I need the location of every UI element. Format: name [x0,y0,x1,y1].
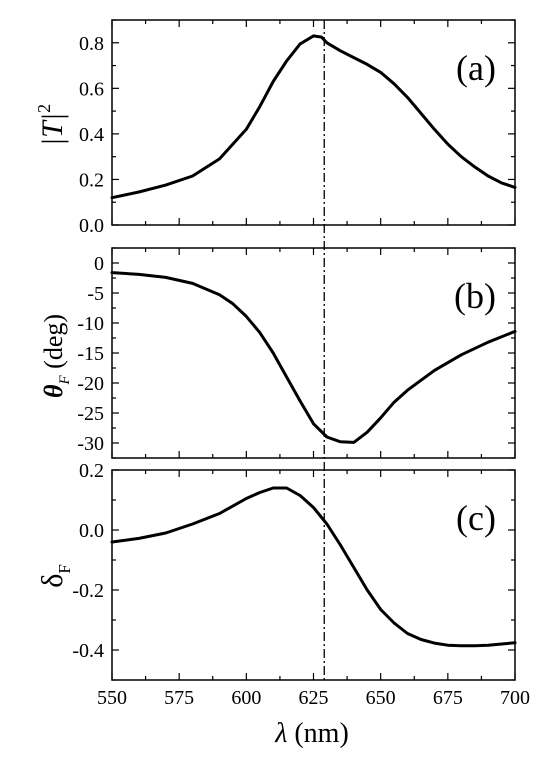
x-tick-label: 550 [97,687,127,709]
panel-c-y-tick-label: 0.0 [79,520,104,542]
panel-b: 0 -5 -10 -15 -20 -25 -30 (b) [77,247,517,459]
panel-c-tag: (c) [456,498,496,538]
x-tick-label: 575 [164,687,194,709]
panel-b-tag: (b) [454,276,496,316]
panel-b-curve [110,271,517,444]
panel-c-y-tick-label: 0.2 [79,460,104,482]
x-tick-label: 675 [433,687,463,709]
panel-a-curve [110,34,517,200]
panel-a-tag: (a) [456,48,496,88]
panel-a-y-tick-label: 0.8 [79,33,104,55]
panel-a-y-tick-label: 0.2 [79,169,104,191]
x-tick-label: 625 [299,687,329,709]
panel-a: 0.0 0.2 0.4 0.6 0.8 (a) [79,19,517,237]
panel-a-frame [111,19,516,226]
x-tick-label: 700 [500,687,530,709]
panel-b-y-tick-label: -25 [77,403,104,425]
panel-c-ylabel: δF [36,564,74,588]
panel-b-y-tick-label: -20 [77,373,104,395]
panel-c-frame [111,469,516,681]
panel-a-y-tick-label: 0.4 [79,124,104,146]
x-tick-label: 600 [231,687,261,709]
panel-b-y-tick-label: -10 [77,313,104,335]
labels: |T|2 θF (deg) δF λ (nm) [34,104,349,749]
panel-a-ylabel: |T|2 [34,104,69,146]
panel-b-y-tick-label: 0 [94,253,104,275]
panel-c-curve [110,486,517,648]
panel-b-y-tick-label: -30 [77,433,104,455]
panel-c: 0.2 0.0 -0.2 -0.4 550 575 600 625 650 675 700 (c) [72,460,530,709]
panel-b-ylabel: θF (deg) [39,314,73,398]
panel-b-y-tick-label: -15 [77,343,104,365]
panels: 0.00.20.40.60.8(a)0-5-10-15-20-25-30(b)0… [72,19,530,709]
panel-c-y-tick-label: -0.4 [72,640,104,662]
panel-b-y-tick-label: -5 [87,283,104,305]
panel-c-y-tick-label: -0.2 [72,580,104,602]
x-tick-label: 650 [366,687,396,709]
panel-a-y-tick-label: 0.0 [79,215,104,237]
panel-a-y-tick-label: 0.6 [79,78,104,100]
x-axis-label: λ (nm) [274,718,349,749]
